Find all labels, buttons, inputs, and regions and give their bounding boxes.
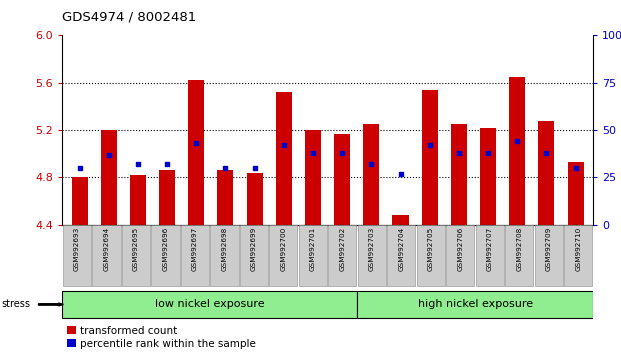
Bar [217, 170, 233, 225]
Text: GSM992710: GSM992710 [575, 227, 581, 271]
Text: GSM992700: GSM992700 [280, 227, 286, 271]
Bar [564, 225, 592, 286]
Text: GSM992705: GSM992705 [428, 227, 434, 271]
Text: GSM992702: GSM992702 [339, 227, 345, 271]
Bar [130, 175, 146, 225]
Text: GSM992706: GSM992706 [457, 227, 463, 271]
Bar [334, 134, 350, 225]
Point [104, 152, 114, 158]
Bar [159, 170, 175, 225]
Bar [269, 225, 297, 286]
Point [454, 150, 464, 156]
Point [279, 142, 289, 148]
Text: GSM992698: GSM992698 [221, 227, 227, 271]
Point [425, 142, 435, 148]
Text: GSM992696: GSM992696 [162, 227, 168, 271]
Bar [247, 173, 263, 225]
Point [220, 165, 230, 171]
Text: GSM992699: GSM992699 [251, 227, 257, 271]
Text: GSM992694: GSM992694 [103, 227, 109, 271]
Text: GSM992695: GSM992695 [133, 227, 139, 271]
Text: GSM992693: GSM992693 [74, 227, 80, 271]
Point [308, 150, 318, 156]
Text: GSM992708: GSM992708 [516, 227, 522, 271]
Bar [151, 225, 179, 286]
Bar [387, 225, 415, 286]
Text: GDS4974 / 8002481: GDS4974 / 8002481 [62, 11, 196, 24]
Point [337, 150, 347, 156]
Bar [358, 225, 386, 286]
Bar [446, 225, 474, 286]
Bar [451, 124, 467, 225]
Bar [328, 225, 356, 286]
Text: GSM992707: GSM992707 [487, 227, 493, 271]
Legend: transformed count, percentile rank within the sample: transformed count, percentile rank withi… [67, 326, 256, 349]
Text: GSM992701: GSM992701 [310, 227, 316, 271]
Text: GSM992709: GSM992709 [546, 227, 552, 271]
Bar [181, 225, 209, 286]
Point [571, 165, 581, 171]
Bar [210, 225, 238, 286]
Text: high nickel exposure: high nickel exposure [417, 299, 533, 309]
Bar [476, 225, 504, 286]
Bar [276, 92, 292, 225]
Point [133, 161, 143, 167]
Bar [363, 124, 379, 225]
Bar [62, 291, 357, 318]
Point [250, 165, 260, 171]
Bar [101, 130, 117, 225]
Point [75, 165, 84, 171]
Point [483, 150, 493, 156]
Bar [538, 121, 555, 225]
Bar [417, 225, 445, 286]
Point [162, 161, 172, 167]
Bar [568, 162, 584, 225]
Point [191, 141, 201, 146]
Bar [509, 77, 525, 225]
Bar [535, 225, 563, 286]
Bar [122, 225, 150, 286]
Bar [240, 225, 268, 286]
Bar [422, 90, 438, 225]
Bar [357, 291, 593, 318]
Point [366, 161, 376, 167]
Bar [92, 225, 120, 286]
Bar [71, 177, 88, 225]
Bar [63, 225, 91, 286]
Text: GSM992704: GSM992704 [398, 227, 404, 271]
Point [512, 139, 522, 144]
Bar [505, 225, 533, 286]
Point [396, 171, 406, 177]
Text: stress: stress [1, 299, 30, 309]
Point [542, 150, 551, 156]
Text: GSM992703: GSM992703 [369, 227, 375, 271]
Bar [392, 215, 409, 225]
Bar [299, 225, 327, 286]
Bar [188, 80, 204, 225]
Text: GSM992697: GSM992697 [192, 227, 198, 271]
Bar [480, 128, 496, 225]
Bar [305, 130, 321, 225]
Text: low nickel exposure: low nickel exposure [155, 299, 265, 309]
